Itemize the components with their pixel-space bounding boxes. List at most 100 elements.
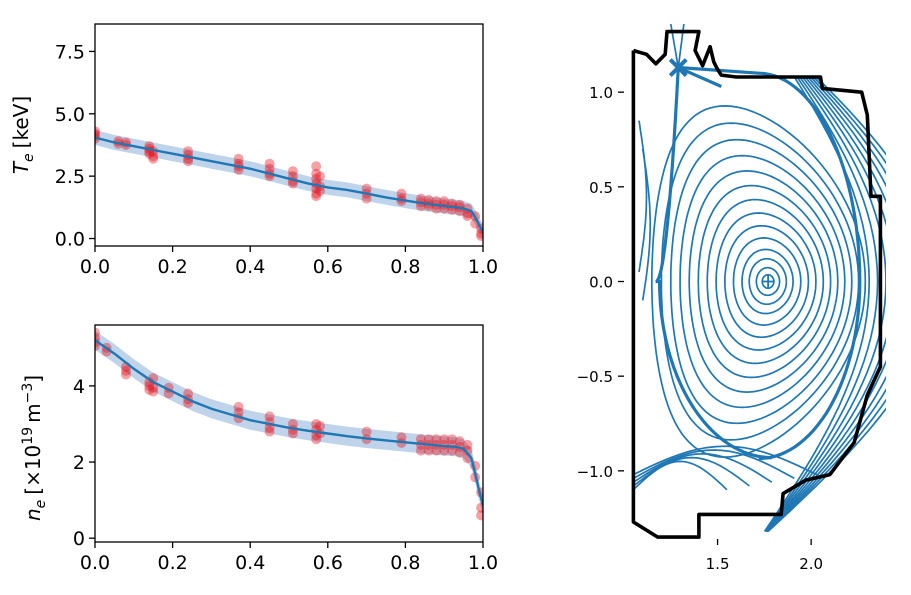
- open-field-line: [765, 76, 886, 532]
- te-ticks: 0.0 0.2 0.4 0.6 0.8 1.0 0.0 2.5 5.0 7.5: [55, 41, 498, 278]
- separatrix: [655, 65, 862, 461]
- ne-point: [121, 369, 131, 380]
- inner-field-line: [641, 148, 652, 301]
- ne-fit-line: [95, 339, 483, 507]
- te-point: [315, 171, 325, 182]
- ne-point: [431, 434, 442, 445]
- ne-point: [311, 419, 322, 429]
- ne-point: [423, 434, 434, 445]
- ne-xtick-label: 0.8: [390, 552, 420, 574]
- ne-confidence-band: [95, 330, 483, 516]
- te-point: [311, 173, 322, 184]
- te-ylabel-sub: e: [21, 153, 37, 162]
- ne-xtick-label: 1.0: [468, 552, 498, 574]
- ne-data-points: [95, 327, 483, 521]
- te-point: [462, 211, 473, 222]
- te-point: [311, 191, 322, 202]
- ne-point: [183, 388, 194, 399]
- ne-point: [439, 434, 450, 445]
- te-point: [476, 231, 483, 241]
- te-xtick-label: 0.6: [313, 256, 343, 278]
- closed-flux-surface: [748, 257, 788, 306]
- open-field-line: [765, 76, 886, 532]
- te-point: [287, 166, 298, 177]
- ne-point: [462, 439, 473, 450]
- equilibrium-markers: [668, 58, 775, 288]
- ne-point: [476, 502, 483, 513]
- closed-flux-surface: [688, 170, 839, 393]
- te-xtick-label: 1.0: [468, 256, 498, 278]
- eq-ytick-label: 1.0: [589, 84, 613, 102]
- ne-point: [454, 447, 465, 458]
- ne-ylabel-unit-end: ]: [21, 375, 45, 383]
- ne-ytick-label: 4: [73, 376, 85, 398]
- te-data-points: [95, 126, 483, 241]
- ne-xtick-label: 0.4: [235, 552, 265, 574]
- ne-ytick-label: 0: [73, 528, 85, 550]
- ne-point: [264, 426, 275, 437]
- open-field-line: [763, 76, 871, 532]
- te-ytick-label: 0.0: [55, 229, 85, 251]
- closed-flux-surface: [732, 237, 802, 326]
- ne-ytick-label: 2: [73, 452, 85, 474]
- te-point: [396, 188, 407, 199]
- te-point: [144, 148, 155, 159]
- vessel-wall: [631, 29, 883, 539]
- eq-ytick-label: 0.0: [589, 274, 613, 292]
- ne-point: [415, 434, 426, 445]
- open-field-line: [766, 76, 886, 532]
- wall-outline: [631, 29, 883, 539]
- eq-ytick-label: −1.0: [577, 463, 613, 481]
- te-ylabel-unit: [keV]: [9, 96, 33, 148]
- te-point: [183, 146, 194, 157]
- ne-xtick-label: 0.2: [157, 552, 187, 574]
- te-ytick-label: 2.5: [55, 166, 85, 188]
- te-fit-line: [95, 136, 483, 233]
- ne-point: [287, 428, 298, 439]
- te-axes-frame: [94, 23, 484, 247]
- open-field-line: [767, 76, 886, 533]
- closed-flux-surface: [755, 266, 781, 297]
- te-xtick-label: 0.4: [235, 256, 265, 278]
- te-point: [311, 188, 322, 199]
- ne-point: [423, 445, 434, 456]
- ne-point: [439, 445, 450, 456]
- te-fit-curve: [95, 136, 483, 233]
- eq-xtick-label: 1.5: [706, 555, 730, 573]
- ne-point: [396, 432, 407, 443]
- closed-flux-surface: [706, 198, 825, 365]
- ne-axes-frame: [94, 324, 484, 543]
- closed-flux-surface: [650, 105, 867, 458]
- divertor-field-line: [632, 460, 728, 491]
- divertor-field-line: [633, 445, 818, 476]
- x-point-leg: [677, 66, 722, 88]
- inner-field-line: [638, 120, 648, 273]
- ne-point: [148, 382, 159, 393]
- te-ytick-label: 5.0: [55, 104, 85, 126]
- ne-point: [431, 445, 442, 456]
- te-ytick-label: 7.5: [55, 41, 85, 63]
- ne-point: [447, 445, 457, 456]
- te-point: [311, 161, 322, 172]
- ne-ylabel-unit-pre: [×10: [21, 445, 45, 495]
- ne-ticks: 0.0 0.2 0.4 0.6 0.8 1.0 0 2 4: [73, 376, 498, 574]
- divertor-field-line: [632, 449, 795, 480]
- eq-ytick-label: 0.5: [589, 179, 613, 197]
- ne-xtick-label: 0.0: [80, 552, 110, 574]
- ne-point: [148, 386, 159, 397]
- closed-flux-surface: [669, 138, 853, 425]
- ne-ylabel-exp2: −3: [20, 383, 36, 404]
- ne-point: [287, 419, 298, 429]
- ne-point: [144, 384, 155, 395]
- te-ylabel: Te [keV]: [9, 96, 37, 174]
- te-point: [264, 163, 275, 174]
- ne-ylabel-symbol: n: [21, 508, 45, 521]
- ne-ylabel-exp: 19: [20, 427, 36, 445]
- te-point: [148, 151, 159, 162]
- x-point-marker: [668, 58, 688, 77]
- ne-fit-curve: [95, 339, 483, 507]
- te-point: [233, 153, 244, 164]
- ne-point: [415, 445, 426, 456]
- ne-xtick-label: 0.6: [313, 552, 343, 574]
